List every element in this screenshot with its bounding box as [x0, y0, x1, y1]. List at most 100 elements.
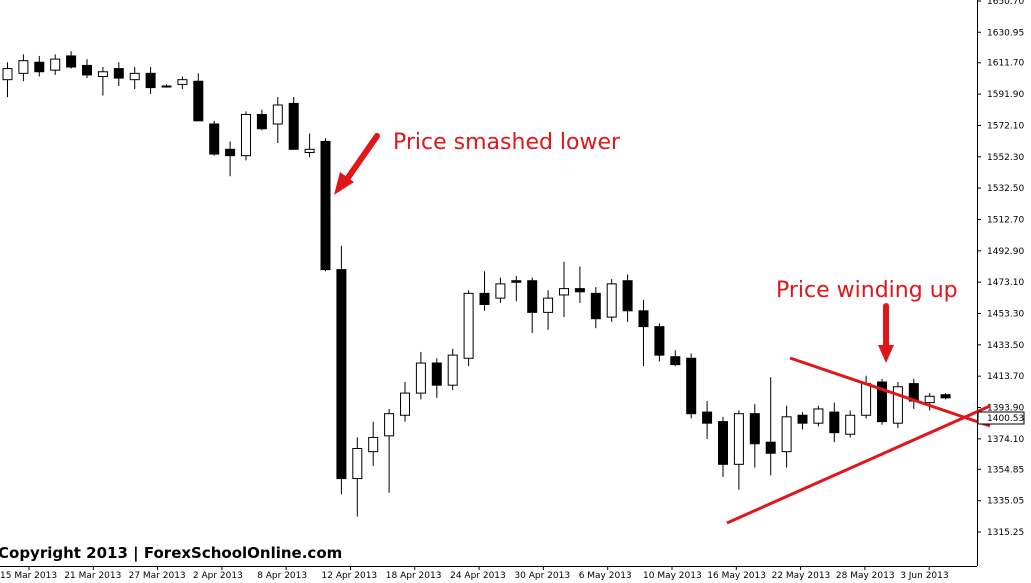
candle — [304, 133, 315, 158]
candle-body-bull — [892, 386, 903, 424]
arrow-down-left-icon — [334, 133, 380, 195]
candle — [733, 410, 744, 490]
candle-body-bull — [18, 60, 29, 74]
y-tick-label: 1413.70 — [987, 372, 1024, 382]
upper-trendline — [789, 356, 991, 428]
y-tick-label: 1512.70 — [987, 215, 1024, 225]
candle-body-bull — [400, 392, 410, 416]
candle — [193, 73, 204, 122]
x-tick-label: 24 Apr 2013 — [450, 571, 506, 581]
x-tick-label: 22 May 2013 — [772, 571, 831, 581]
x-tick-label: 3 Jun 2013 — [900, 571, 948, 581]
y-ticks: 1650.70 1630.95 1611.70 1591.90 1572.10 1552.… — [977, 0, 1024, 538]
candle — [781, 405, 792, 468]
candle — [654, 323, 665, 362]
candle-body-bull — [733, 413, 744, 465]
candle — [638, 299, 649, 367]
candle — [400, 382, 410, 422]
candle-body-bear — [34, 61, 45, 73]
y-tick-label: 1433.50 — [987, 341, 1024, 351]
candle — [813, 405, 824, 427]
y-tick-label: 1374.10 — [987, 435, 1024, 445]
candle — [495, 277, 506, 303]
candle — [749, 404, 760, 468]
candle-body-bear — [590, 292, 601, 320]
y-tick-label: 1650.70 — [987, 0, 1024, 7]
candle-body-bull — [241, 113, 251, 157]
x-tick-label: 27 Mar 2013 — [129, 571, 186, 581]
candle — [225, 141, 236, 177]
y-tick-label: 1611.70 — [987, 59, 1024, 69]
candle — [718, 416, 728, 477]
candle-body-bull — [304, 148, 315, 153]
candle — [590, 287, 601, 329]
y-tick-label: 1630.95 — [987, 28, 1024, 38]
candle-body-bull — [368, 436, 379, 453]
candle-body-bull — [559, 288, 569, 296]
candle — [686, 353, 697, 419]
x-tick-label: 30 Apr 2013 — [514, 571, 570, 581]
candle-body-bear — [765, 441, 776, 454]
candle-body-bear — [82, 64, 92, 76]
candle-body-bear — [145, 72, 156, 89]
candle-body-bear — [574, 288, 585, 293]
candle — [845, 410, 856, 438]
y-tick-label: 1532.50 — [987, 184, 1024, 194]
candle-body-bear — [622, 280, 633, 312]
candle — [113, 62, 124, 87]
y-tick-label: 1492.90 — [987, 247, 1024, 257]
candle-body-bear — [511, 280, 522, 283]
candle-body-bull — [447, 354, 458, 386]
candle — [145, 67, 156, 94]
candle — [463, 290, 474, 367]
candle-body-bear — [320, 140, 331, 271]
candle-body-bull — [861, 383, 872, 416]
candle-body-bear — [113, 68, 124, 79]
y-tick-label: 1354.85 — [987, 465, 1024, 475]
candle — [368, 421, 379, 466]
candle-body-bull — [924, 395, 935, 404]
arrow-down-icon — [878, 303, 894, 363]
candle — [908, 378, 919, 409]
candle — [384, 408, 395, 493]
copyright-text: Copyright 2013 | ForexSchoolOnline.com — [0, 544, 342, 563]
candle — [622, 274, 633, 322]
candle — [892, 382, 903, 428]
candle-body-bull — [415, 362, 426, 394]
candle-body-bull — [845, 414, 856, 435]
x-tick-label: 2 Apr 2013 — [193, 571, 243, 581]
candle — [177, 76, 188, 90]
x-tick-label: 8 Apr 2013 — [257, 571, 307, 581]
x-tick-label: 10 May 2013 — [643, 571, 702, 581]
candle-body-bull — [97, 71, 108, 78]
candle — [320, 138, 331, 272]
x-tick-label: 12 Apr 2013 — [322, 571, 378, 581]
candle — [829, 402, 840, 443]
candle-body-bear — [431, 362, 442, 386]
candle — [209, 120, 220, 156]
candle-body-bear — [749, 413, 760, 445]
candle — [797, 412, 808, 430]
candle — [940, 393, 951, 400]
candle-body-bull — [50, 58, 61, 71]
candle-body-bull — [543, 297, 554, 313]
annotation-smashed: Price smashed lower — [393, 130, 621, 155]
candle-body-bull — [781, 416, 792, 453]
candle — [559, 261, 569, 318]
candle-body-bull — [463, 292, 474, 359]
candle — [606, 279, 617, 322]
candle-body-bear — [527, 280, 538, 313]
x-tick-label: 15 Mar 2013 — [0, 571, 57, 581]
candle-body-bear — [225, 148, 236, 157]
candle — [447, 348, 458, 390]
candle — [431, 358, 442, 398]
candle-body-bear — [193, 80, 204, 122]
y-tick-label: 1393.90 — [987, 404, 1024, 414]
y-tick-label: 1473.10 — [987, 278, 1024, 288]
candle-body-bear — [288, 102, 299, 150]
candle-body-bear — [829, 411, 840, 434]
candle — [877, 378, 887, 425]
y-tick-label: 1572.10 — [987, 121, 1024, 131]
candle-body-bear — [654, 326, 665, 356]
candle — [161, 84, 172, 88]
